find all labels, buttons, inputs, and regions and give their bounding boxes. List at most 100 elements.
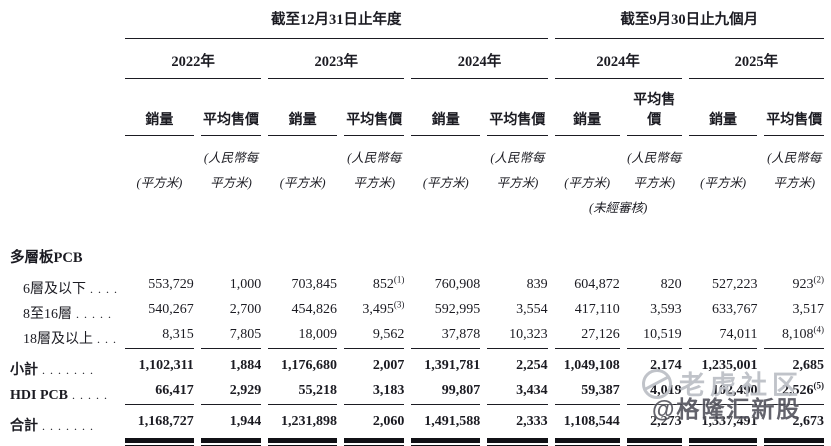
cell-value: 633,767 [711,302,758,317]
cell-value: 99,807 [441,383,481,398]
corner-cell [10,2,118,39]
cell-value: 8,315 [162,327,194,342]
cell-value: 2,700 [229,302,262,317]
measure-volume: 銷量 [268,79,337,136]
row-label: 合計 . . . . . . . [10,419,94,434]
measure-volume: 銷量 [554,79,620,136]
dot-leader: . . . . [86,282,118,296]
double-rule [125,435,194,446]
unit-price-1: (人民幣每 [347,151,402,165]
double-rule [688,435,758,446]
table-row: HDI PCB . . . . . 66,417 2,929 55,218 3,183 9… [10,379,824,404]
table-row: 8至16層 . . . . . 540,267 2,700 454,826 3,495(… [10,298,824,323]
unit-volume: (平方米) [700,176,746,190]
cell-value: 2,526(5) [782,380,825,398]
year-header-row: 2022年 2023年 2024年 2024年 2025年 [10,39,824,79]
cell-value: 66,417 [155,383,194,398]
cell-value: 8,108(4) [782,324,824,342]
cell-value: 703,845 [291,277,338,292]
cell-value: 3,517 [792,302,825,317]
dot-leader: . . . . . . . [38,419,94,433]
gelonghui-watermark: @格隆汇新股 [652,390,801,424]
double-rule [344,435,405,446]
unaudited-row: (未經審核) [10,191,824,216]
unit-volume: (平方米) [422,176,469,190]
footnote-marker: (1) [393,274,405,285]
double-rule [268,435,337,446]
measure-price: 平均售價 [626,79,682,136]
cell-value: 3,554 [516,302,548,317]
double-rule [200,435,262,446]
row-label: 小計 . . . . . . . [10,363,94,378]
double-rule [764,435,824,446]
cell-value: 527,223 [711,277,758,292]
cell-value: 1,168,727 [125,404,194,435]
gelonghui-watermark-text: @格隆汇新股 [652,396,802,422]
cell-value: 1,944 [200,404,262,435]
year-header-2025-9m: 2025年 [688,39,824,79]
year-header-2024-9m: 2024年 [554,39,682,79]
cell-value: 2,007 [344,348,405,379]
cell-value: 540,267 [148,302,194,317]
footnote-marker: (5) [813,380,825,391]
cell-value: 1,491,588 [411,404,481,435]
cell-value: 604,872 [574,277,620,292]
cell-value: 55,218 [298,383,338,398]
dot-leader: . . . . . . . [38,363,94,377]
cell-value: 59,387 [581,383,620,398]
cell-value: 27,126 [581,327,620,342]
dot-leader: . . . . . [72,307,112,321]
cell-value: 417,110 [574,302,620,317]
group-header-row: 截至12月31日止年度 截至9月30日止九個月 [10,2,824,39]
unit-volume: (平方米) [279,176,326,190]
group-header-nine-months: 截至9月30日止九個月 [554,2,824,39]
cell-value: 74,011 [719,327,758,342]
row-label: 8至16層 . . . . . [23,307,112,322]
cell-value: 1,391,781 [411,348,481,379]
double-rule [411,435,481,446]
cell-value: 1,235,001 [688,348,758,379]
double-rule [487,435,548,446]
unit-row-2: (平方米) 平方米) (平方米) 平方米) (平方米) 平方米) (平方米) 平… [10,166,824,191]
tiger-community-watermark: 老虎社区 [642,365,803,402]
measure-price: 平均售價 [764,79,824,136]
unit-price-1: (人民幣每 [767,151,822,165]
measure-price: 平均售價 [487,79,548,136]
cell-value: 760,908 [434,277,481,292]
unit-price-2: 平方米) [633,176,676,190]
double-rule [554,435,620,446]
cell-value: 839 [526,277,548,292]
table-row: 小計 . . . . . . . 1,102,311 1,884 1,176,680 2… [10,348,824,379]
measure-volume: 銷量 [411,79,481,136]
cell-value: 1,000 [229,277,262,292]
cell-value: 37,878 [441,327,481,342]
measure-header-row: 銷量 平均售價 銷量 平均售價 銷量 平均售價 銷量 平均售價 銷量 平均售價 [10,79,824,136]
row-label: 6層及以下 . . . . [23,282,118,297]
cell-value: 2,333 [487,404,548,435]
cell-value: 1,176,680 [268,348,337,379]
cell-value: 3,183 [372,383,405,398]
cell-value: 1,049,108 [554,348,620,379]
final-rule-row [10,435,824,446]
cell-value: 1,231,898 [268,404,337,435]
measure-volume: 銷量 [688,79,758,136]
cell-value: 9,562 [372,327,405,342]
unit-price-1: (人民幣每 [490,151,545,165]
dot-leader: . . . . . [67,388,108,402]
year-header-2023: 2023年 [268,39,405,79]
table-row: 6層及以下 . . . . 553,729 1,000 703,845 852(1) 76… [10,273,824,298]
section-label: 多層板PCB [10,250,83,266]
table-row: 18層及以上 . . . 8,315 7,805 18,009 9,562 37,878 1… [10,323,824,348]
cell-value: 454,826 [291,302,338,317]
cell-value: 852(1) [372,274,405,292]
row-label: 18層及以上 . . . [23,332,117,347]
cell-value: 3,434 [516,383,548,398]
double-rule [626,435,682,446]
cell-value: 2,060 [344,404,405,435]
cell-value: 820 [660,277,682,292]
unaudited-note: (未經審核) [588,201,648,215]
unit-price-1: (人民幣每 [203,151,259,165]
section-row: 多層板PCB [10,216,824,273]
group-header-annual: 截至12月31日止年度 [125,2,548,39]
